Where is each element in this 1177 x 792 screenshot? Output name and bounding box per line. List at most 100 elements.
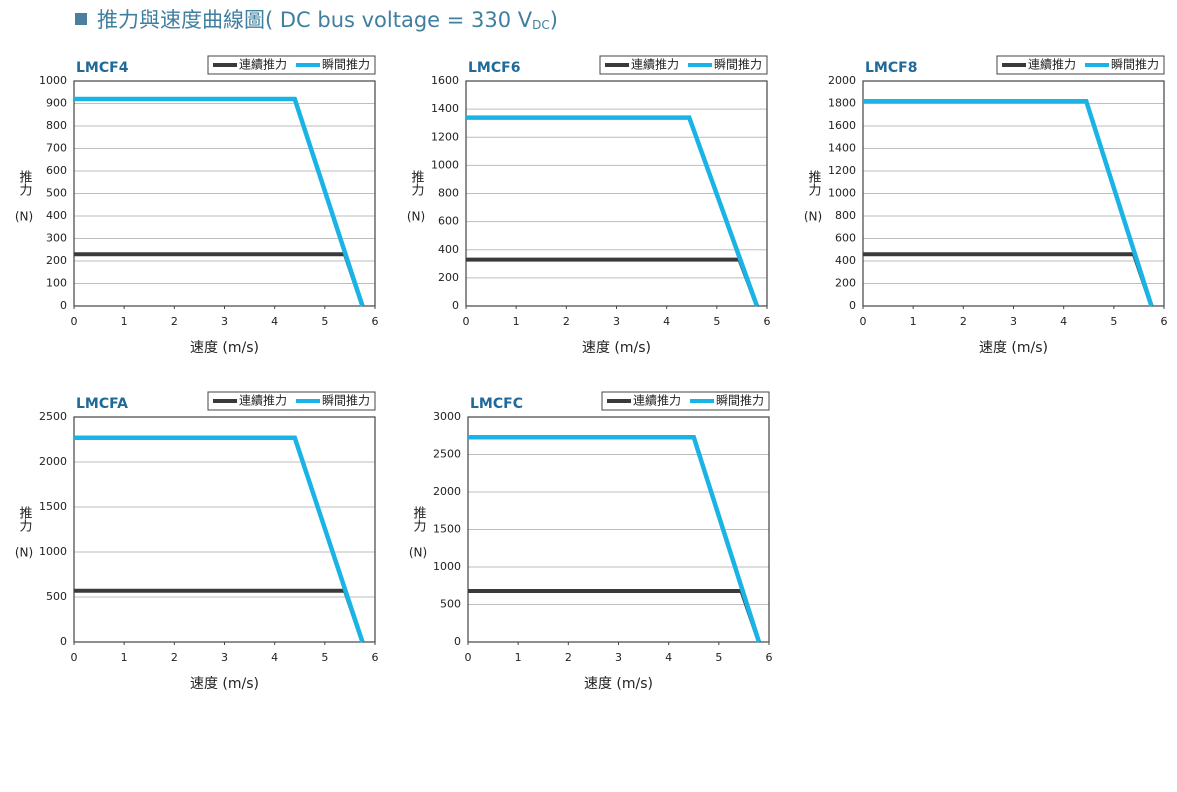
x-tick-label: 5 — [321, 651, 328, 664]
y-tick-label: 1000 — [828, 187, 856, 200]
series-line — [74, 588, 365, 643]
x-tick-label: 3 — [613, 315, 620, 328]
legend-label: 瞬間推力 — [716, 394, 764, 408]
x-tick-label: 6 — [764, 315, 771, 328]
y-tick-label: 600 — [835, 232, 856, 245]
y-tick-label: 400 — [438, 243, 459, 256]
chart: 0 500 1000 1500 2000 2500 0 1 2 3 4 5 6 LMCFA 速度 (m/s)… — [15, 391, 379, 692]
x-tick-label: 3 — [221, 651, 228, 664]
x-tick-label: 2 — [960, 315, 967, 328]
y-tick-label: 1400 — [431, 102, 459, 115]
y-tick-label: 1000 — [39, 545, 67, 558]
y-tick-label: 600 — [46, 164, 67, 177]
series-line — [863, 99, 1154, 307]
y-tick-label: 1500 — [433, 523, 461, 536]
y-tick-label: 2000 — [39, 455, 67, 468]
y-tick-label: 2000 — [433, 485, 461, 498]
series-line — [466, 115, 760, 307]
plot-frame — [73, 80, 376, 307]
y-tick-label: 500 — [46, 187, 67, 200]
x-tick-label: 3 — [1010, 315, 1017, 328]
legend — [599, 55, 768, 75]
y-tick-label: 0 — [454, 635, 461, 648]
x-axis-label: 速度 (m/s) — [584, 676, 653, 692]
x-tick-label: 5 — [715, 651, 722, 664]
y-axis-label: 推力 — [409, 170, 425, 197]
page-title: 推力與速度曲線圖( DC bus voltage = 330 VDC) — [97, 8, 558, 32]
chart-title: LMCF8 — [865, 60, 917, 76]
y-tick-label: 2500 — [39, 410, 67, 423]
x-tick-label: 5 — [713, 315, 720, 328]
x-tick-label: 1 — [910, 315, 917, 328]
y-axis-unit: (N) — [15, 210, 33, 224]
x-tick-label: 4 — [663, 315, 670, 328]
legend-label: 連續推力 — [239, 393, 287, 408]
y-tick-label: 1800 — [828, 97, 856, 110]
x-tick-label: 1 — [121, 315, 128, 328]
x-axis-label: 速度 (m/s) — [979, 340, 1048, 356]
x-tick-label: 5 — [321, 315, 328, 328]
legend — [601, 391, 770, 411]
x-axis-label: 速度 (m/s) — [190, 340, 259, 356]
chart-title: LMCFA — [76, 396, 128, 412]
y-tick-label: 700 — [46, 142, 67, 155]
series-line — [468, 589, 761, 643]
y-axis-unit: (N) — [409, 546, 427, 560]
x-tick-label: 5 — [1110, 315, 1117, 328]
chart: 0 500 1000 1500 2000 2500 3000 0 1 2 3 4 5 6 LMCFC 速度 (… — [409, 391, 773, 692]
series-line — [863, 252, 1154, 307]
legend-label: 瞬間推力 — [322, 394, 370, 408]
series-line — [74, 252, 365, 307]
y-axis-label: 推力 — [806, 170, 822, 197]
series-line — [74, 96, 365, 307]
legend — [996, 55, 1165, 75]
y-tick-label: 800 — [438, 187, 459, 200]
y-tick-label: 800 — [835, 209, 856, 222]
x-tick-label: 2 — [171, 651, 178, 664]
y-tick-label: 300 — [46, 232, 67, 245]
plot-frame — [467, 416, 770, 643]
chart: 0 200 400 600 800 1000 1200 1400 1600 1800 2000 0 1 2… — [804, 55, 1168, 356]
y-tick-label: 400 — [835, 254, 856, 267]
legend — [207, 55, 376, 75]
x-tick-label: 6 — [372, 315, 379, 328]
x-tick-label: 0 — [860, 315, 867, 328]
x-tick-label: 0 — [463, 315, 470, 328]
x-tick-label: 6 — [766, 651, 773, 664]
x-tick-label: 1 — [121, 651, 128, 664]
x-tick-label: 2 — [171, 315, 178, 328]
y-tick-label: 2000 — [828, 74, 856, 87]
y-tick-label: 100 — [46, 277, 67, 290]
y-tick-label: 0 — [452, 299, 459, 312]
x-tick-label: 4 — [1060, 315, 1067, 328]
x-tick-label: 2 — [565, 651, 572, 664]
y-tick-label: 3000 — [433, 410, 461, 423]
legend-label: 連續推力 — [239, 57, 287, 72]
y-axis-label: 推力 — [17, 170, 33, 197]
legend-label: 瞬間推力 — [714, 58, 762, 72]
y-tick-label: 400 — [46, 209, 67, 222]
y-tick-label: 1200 — [828, 164, 856, 177]
x-tick-label: 1 — [515, 651, 522, 664]
x-tick-label: 0 — [71, 315, 78, 328]
x-tick-label: 0 — [71, 651, 78, 664]
y-tick-label: 200 — [46, 254, 67, 267]
y-tick-label: 1000 — [431, 158, 459, 171]
x-tick-label: 1 — [513, 315, 520, 328]
y-tick-label: 1000 — [39, 74, 67, 87]
chart: 0 200 400 600 800 1000 1200 1400 1600 0 1 2 3 4 5 6 LMCF… — [407, 55, 771, 356]
x-tick-label: 4 — [665, 651, 672, 664]
series-line — [468, 435, 762, 643]
legend-label: 連續推力 — [633, 393, 681, 408]
x-tick-label: 0 — [465, 651, 472, 664]
y-axis-label: 推力 — [411, 506, 427, 533]
y-axis-unit: (N) — [804, 210, 822, 224]
legend-label: 瞬間推力 — [1111, 58, 1159, 72]
title-icon — [75, 13, 87, 25]
series-line — [74, 435, 365, 643]
y-tick-label: 1500 — [39, 500, 67, 513]
chart-title: LMCFC — [470, 396, 523, 412]
legend-label: 瞬間推力 — [322, 58, 370, 72]
x-tick-label: 3 — [615, 651, 622, 664]
